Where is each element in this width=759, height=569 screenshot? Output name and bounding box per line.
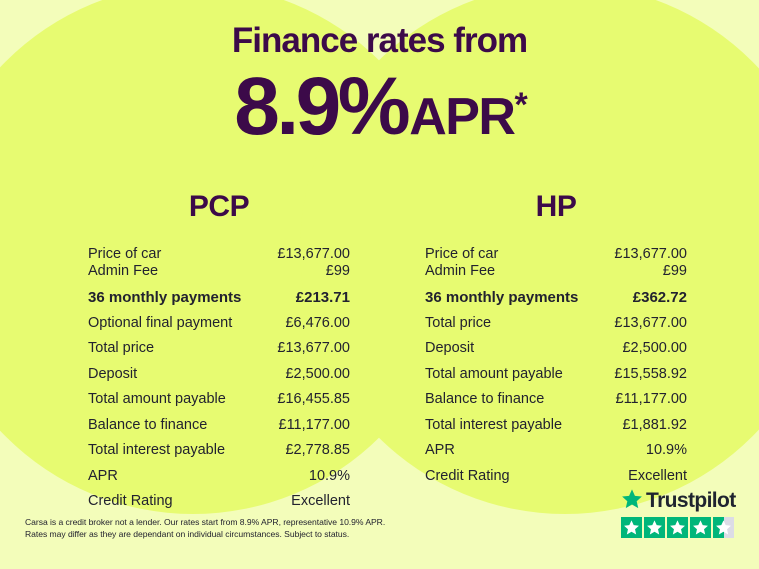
finance-row-value: £11,177.00 [615, 391, 688, 407]
finance-row-value: Excellent [291, 493, 350, 509]
headline-rate: 8.9% APR * [0, 66, 759, 158]
finance-row: Price of car £13,677.00 [425, 246, 687, 263]
finance-row-label: Price of car [88, 246, 162, 262]
finance-row-label: Total price [425, 314, 492, 331]
headline-subtitle: Finance rates from [231, 21, 528, 60]
finance-row-value: £13,677.00 [614, 314, 687, 331]
trustpilot-star-icon [713, 517, 734, 538]
finance-row-label: 36 monthly payments [425, 289, 579, 306]
column-title-hp: HP [535, 190, 577, 223]
finance-row: Credit Rating Excellent [88, 493, 350, 510]
finance-row-value: £13,677.00 [277, 340, 350, 356]
finance-row-label: Total price [88, 340, 155, 356]
disclaimer-line-2: Rates may differ as they are dependant o… [25, 529, 350, 539]
finance-row-value: £16,455.85 [277, 391, 350, 407]
finance-row: APR 10.9% [88, 468, 350, 485]
column-title-pcp: PCP [188, 190, 250, 223]
finance-rows-hp: Price of car £13,677.00 Admin Fee £99 36 mon… [425, 246, 687, 485]
finance-row: Total amount payable £16,455.85 [88, 391, 350, 408]
finance-row-label: Credit Rating [88, 493, 173, 509]
finance-row-label: 36 monthly payments [88, 289, 242, 306]
finance-row-label: Total interest payable [425, 416, 563, 433]
finance-row-label: Balance to finance [88, 416, 208, 433]
finance-row-label: APR [425, 442, 455, 458]
disclaimer-text: Carsa is a credit broker not a lender. O… [25, 516, 455, 540]
finance-row-label: Total amount payable [425, 365, 563, 382]
finance-row: Deposit £2,500.00 [425, 340, 687, 357]
finance-row-label: Deposit [88, 365, 138, 382]
trustpilot-star-icon [644, 517, 665, 538]
trustpilot-star-icon [621, 488, 643, 515]
finance-row-value: £213.71 [295, 289, 350, 306]
finance-row: Total price £13,677.00 [425, 315, 687, 332]
disclaimer-line-1: Carsa is a credit broker not a lender. O… [25, 517, 386, 527]
background-circle-right [300, 0, 759, 514]
finance-row-label: Total amount payable [88, 391, 226, 407]
finance-row: Admin Fee £99 [88, 263, 350, 280]
finance-row-label: Price of car [425, 246, 499, 262]
finance-row-value: £13,677.00 [614, 246, 687, 262]
finance-row: Credit Rating Excellent [425, 468, 687, 485]
finance-row: Total interest payable £1,881.92 [425, 417, 687, 434]
finance-row: 36 monthly payments £213.71 [88, 289, 350, 306]
finance-row-label: Total interest payable [88, 442, 226, 458]
finance-row-label: APR [88, 467, 118, 484]
finance-row-value: £2,778.85 [285, 442, 350, 458]
finance-row: Total price £13,677.00 [88, 340, 350, 357]
finance-row-value: £15,558.92 [614, 365, 687, 382]
finance-row: Deposit £2,500.00 [88, 366, 350, 383]
finance-column-pcp: PCP Price of car £13,677.00 Admin Fee £99 36… [88, 191, 350, 519]
finance-column-hp: HP Price of car £13,677.00 Admin Fee £99 36 … [425, 191, 687, 493]
trustpilot-star-icon [621, 517, 642, 538]
trustpilot-star-icon [690, 517, 711, 538]
finance-row: Total interest payable £2,778.85 [88, 442, 350, 459]
finance-row: APR 10.9% [425, 442, 687, 459]
finance-row-value: £99 [662, 263, 687, 279]
trustpilot-wordmark-text: Trustpilot [646, 489, 736, 512]
finance-row-label: Optional final payment [88, 314, 233, 331]
finance-row-value: 10.9% [308, 467, 350, 484]
finance-row-label: Credit Rating [425, 467, 510, 484]
finance-row: Balance to finance £11,177.00 [425, 391, 687, 408]
rate-suffix: APR [409, 88, 516, 146]
finance-row-value: Excellent [628, 467, 687, 484]
finance-row-label: Admin Fee [88, 263, 159, 279]
finance-row: Admin Fee £99 [425, 263, 687, 280]
rate-value: 8.9% [234, 61, 410, 152]
finance-row-label: Admin Fee [425, 263, 496, 279]
finance-row-label: Balance to finance [425, 391, 545, 407]
finance-row: 36 monthly payments £362.72 [425, 289, 687, 306]
finance-row-value: £11,177.00 [278, 416, 351, 433]
finance-row-label: Deposit [425, 340, 475, 356]
finance-row-value: £2,500.00 [285, 365, 350, 382]
finance-rows-pcp: Price of car £13,677.00 Admin Fee £99 36 mon… [88, 246, 350, 510]
trustpilot-logo: Trustpilot [621, 488, 739, 515]
finance-row-value: £13,677.00 [277, 246, 350, 262]
trustpilot-rating[interactable]: Trustpilot [621, 488, 739, 538]
finance-row: Balance to finance £11,177.00 [88, 417, 350, 434]
trustpilot-star-boxes [621, 517, 739, 538]
finance-row-value: £99 [325, 263, 350, 279]
finance-row-value: 10.9% [645, 442, 687, 458]
finance-row-value: £6,476.00 [285, 314, 350, 331]
finance-row: Price of car £13,677.00 [88, 246, 350, 263]
finance-row: Total amount payable £15,558.92 [425, 366, 687, 383]
finance-row-value: £362.72 [632, 289, 687, 306]
finance-row-value: £2,500.00 [622, 340, 687, 356]
finance-row: Optional final payment £6,476.00 [88, 315, 350, 332]
trustpilot-star-icon [667, 517, 688, 538]
finance-row-value: £1,881.92 [622, 416, 687, 433]
